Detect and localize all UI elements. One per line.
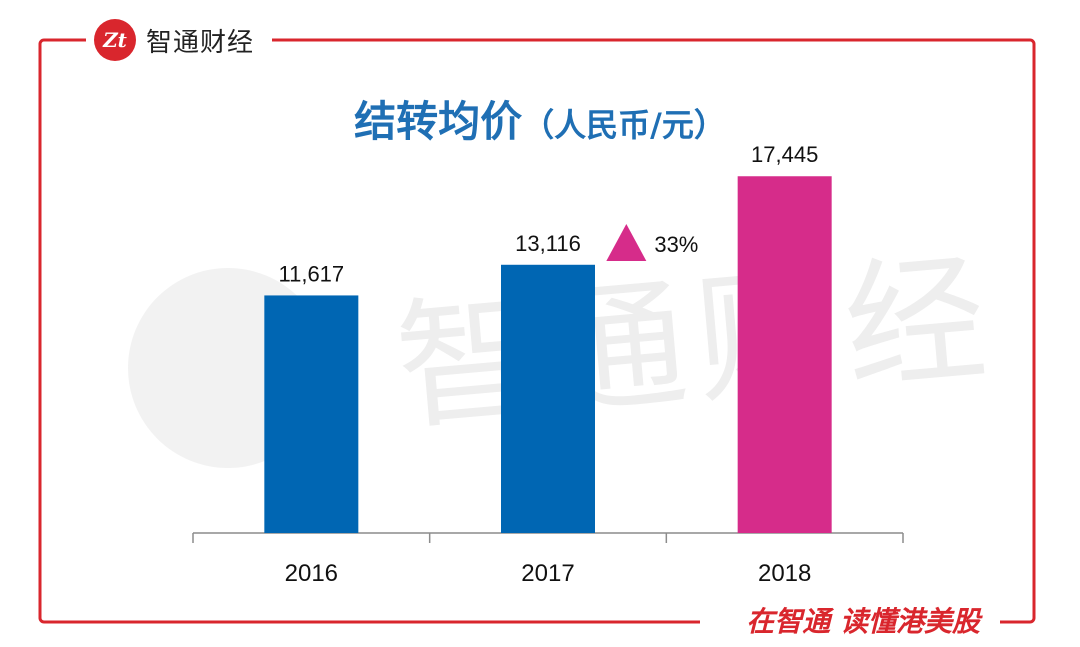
bar-2018 [737, 176, 832, 533]
bar-2017 [501, 264, 595, 533]
chart-title: 结转均价（人民币/元） [0, 88, 1080, 149]
chart-title-unit: （人民币/元） [522, 106, 726, 144]
bar-2016 [264, 295, 359, 533]
tick-label-2018: 2018 [758, 560, 811, 587]
growth-annotation: 33% [654, 232, 698, 257]
data-label-2018: 17,445 [751, 142, 818, 167]
tick-label-2016: 2016 [285, 560, 338, 587]
brand-name: 智通财经 [146, 27, 255, 58]
brand-header: Zt 智通财经 [86, 18, 263, 62]
growth-up-arrow-icon [606, 224, 647, 261]
brand-logo-icon: Zt [94, 19, 136, 61]
tick-label-2017: 2017 [521, 560, 574, 587]
footer-slogan: 在智通 读懂港美股 [732, 600, 994, 640]
chart-title-main: 结转均价 [354, 97, 523, 146]
data-label-2016: 11,617 [279, 261, 345, 286]
data-label-2017: 13,116 [515, 231, 581, 256]
